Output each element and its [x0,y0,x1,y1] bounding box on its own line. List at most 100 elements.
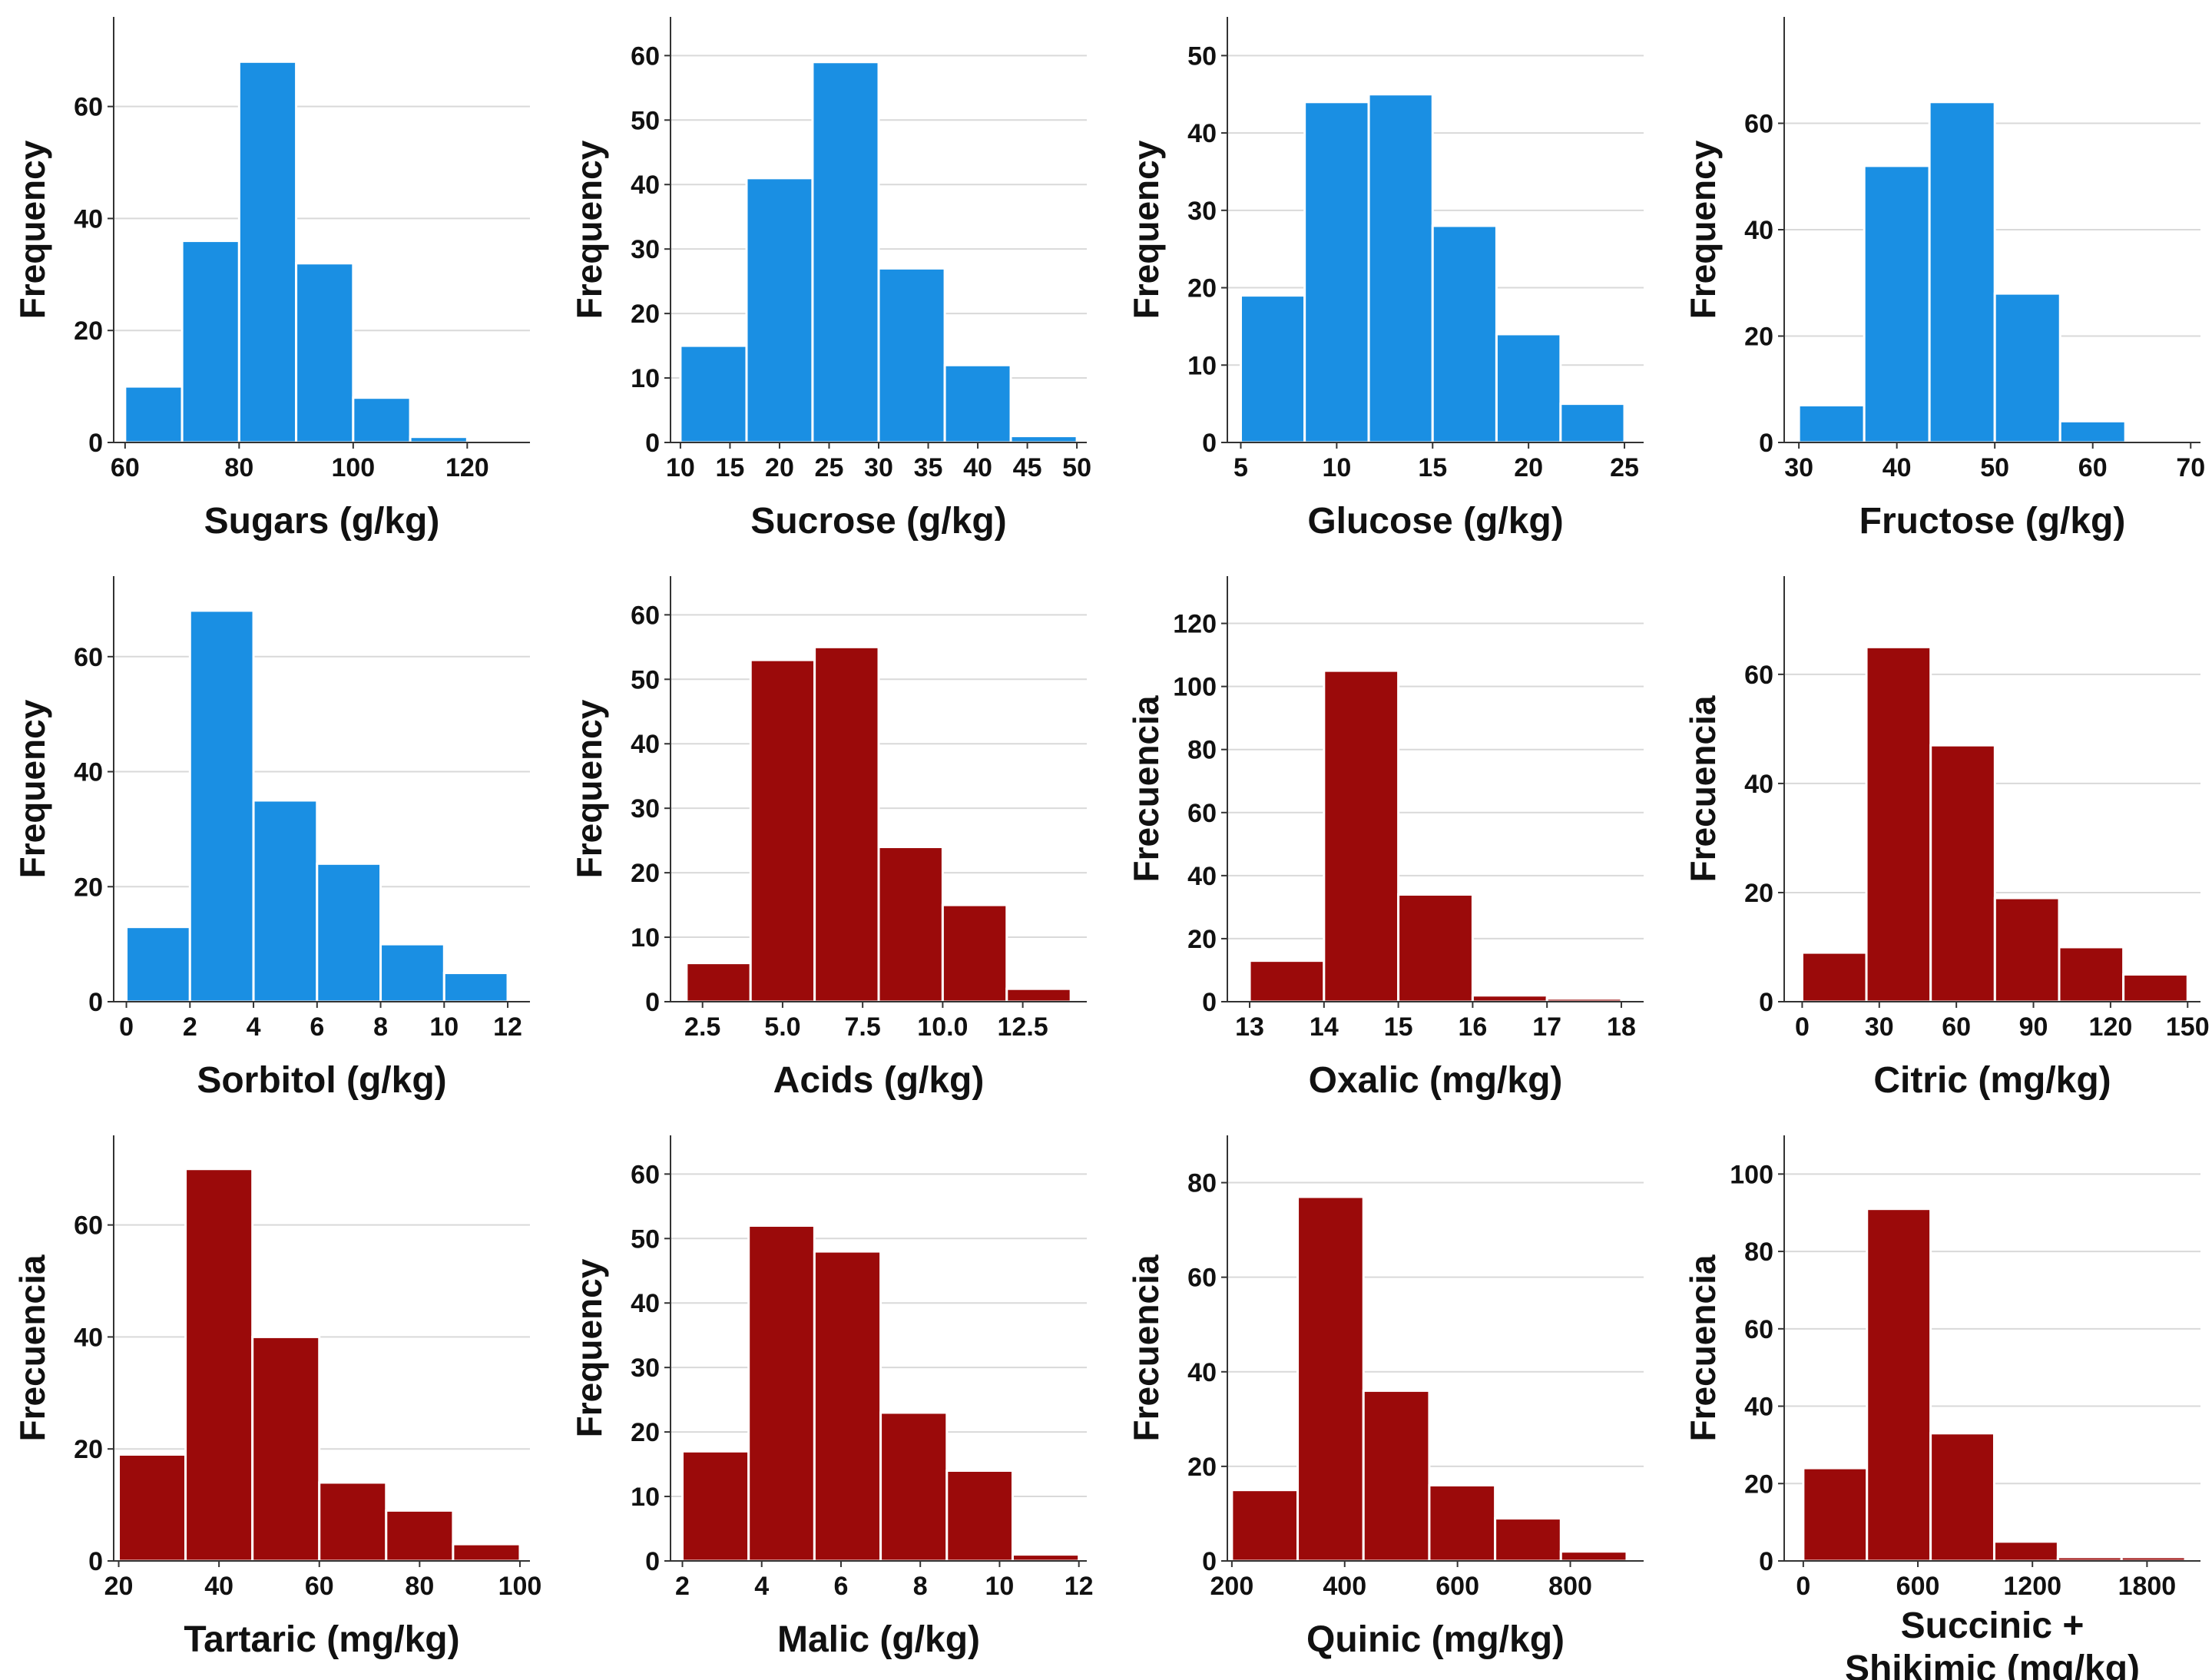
quinic-bar [1428,1484,1497,1562]
tartaric-bar [318,1481,388,1562]
glucose-y-tick-label: 20 [1187,274,1217,303]
succinic-bar [1866,1208,1932,1562]
glucose-bar [1239,294,1306,444]
citric-x-tick-label: 60 [1942,1012,1971,1042]
malic-x-tick-label: 6 [834,1572,849,1601]
histogram-glucose: 0 10 20 30 40 50 5 10 15 20 25 Glucose (g/kg) Freque… [1126,17,1644,542]
citric-x-tick-label: 30 [1865,1012,1894,1042]
sucrose-x-tick-label: 10 [666,453,695,482]
acids-bar [749,658,816,1003]
fructose-bar [1863,164,1931,444]
acids-y-tick-label: 20 [631,859,660,888]
oxalic-bar [1471,994,1548,1003]
sorbitol-y-tick-label: 20 [74,873,103,902]
glucose-x-tick-label: 15 [1418,453,1447,482]
sucrose-x-tick-label: 25 [815,453,844,482]
tartaric-y-axis-title: Frecuencia [12,1254,52,1441]
acids-y-tick-label: 60 [631,601,660,630]
acids-y-tick-label: 40 [631,730,660,759]
sucrose-x-tick-label: 15 [716,453,745,482]
succinic-x-tick-label: 600 [1896,1572,1940,1601]
sugars-x-tick-label: 60 [111,453,140,482]
malic-x-tick-label: 12 [1065,1572,1094,1601]
oxalic-x-tick-label: 17 [1532,1012,1561,1042]
citric-x-tick-label: 0 [1795,1012,1810,1042]
malic-y-tick-label: 50 [631,1224,660,1254]
succinic-y-tick-label: 80 [1744,1238,1773,1267]
glucose-y-tick-label: 50 [1187,41,1217,71]
sugars-bar [409,436,469,444]
succinic-x-tick-label: 1200 [2003,1572,2061,1601]
succinic-x-tick-label: 0 [1796,1572,1810,1601]
sucrose-x-tick-label: 45 [1013,453,1042,482]
tartaric-bar [452,1542,522,1562]
acids-y-tick-label: 50 [631,665,660,694]
glucose-bar [1431,224,1498,444]
fructose-x-tick-label: 40 [1883,453,1912,482]
glucose-bar [1495,333,1562,444]
oxalic-y-tick-label: 40 [1187,862,1217,891]
oxalic-x-tick-label: 14 [1310,1012,1339,1042]
sucrose-y-tick-label: 30 [631,235,660,264]
sucrose-y-tick-label: 0 [645,429,660,458]
succinic-y-tick-label: 60 [1744,1315,1773,1344]
glucose-x-tick-label: 20 [1514,453,1543,482]
acids-bar [1005,987,1072,1003]
oxalic-bar [1323,669,1400,1003]
malic-y-tick-label: 60 [631,1160,660,1189]
sorbitol-bar [379,943,445,1003]
sugars-bar [237,60,298,444]
succinic-y-tick-label: 0 [1759,1547,1773,1576]
sugars-x-axis-title: Sugars (g/kg) [204,501,440,542]
malic-bar [1011,1553,1081,1562]
fructose-x-tick-label: 70 [2176,453,2205,482]
oxalic-x-tick-label: 15 [1384,1012,1413,1042]
sucrose-bar [811,61,880,444]
fructose-bar [2058,419,2127,444]
fructose-y-tick-label: 20 [1744,323,1773,352]
succinic-bar [1802,1466,1869,1562]
tartaric-y-tick-label: 20 [74,1435,103,1464]
sucrose-bar [1009,435,1078,444]
sorbitol-x-tick-label: 2 [183,1012,197,1042]
citric-bar [1800,951,1868,1003]
citric-bar [1993,896,2061,1003]
sugars-bar [124,385,184,444]
succinic-y-axis-title: Frecuencia [1683,1254,1723,1441]
sucrose-x-tick-label: 20 [765,453,794,482]
malic-x-tick-label: 4 [754,1572,769,1601]
glucose-y-tick-label: 10 [1187,351,1217,380]
citric-y-axis-title: Frecuencia [1683,695,1723,882]
sorbitol-x-tick-label: 4 [247,1012,261,1042]
acids-y-tick-label: 30 [631,794,660,823]
quinic-bar [1494,1517,1562,1562]
histogram-sorbitol: 0 20 40 60 0 2 4 6 8 10 12 Sorbitol (g/kg) Frequency [12,576,530,1101]
fructose-x-tick-label: 60 [2078,453,2108,482]
sorbitol-x-tick-label: 8 [373,1012,388,1042]
sucrose-y-tick-label: 50 [631,106,660,135]
histogram-oxalic: 0 20 40 60 80 100 120 13 14 15 16 17 18 Oxalic (mg/kg… [1126,576,1644,1101]
quinic-y-tick-label: 20 [1187,1453,1217,1482]
acids-bar [813,645,880,1003]
citric-bar [2122,973,2189,1003]
sucrose-x-tick-label: 50 [1062,453,1091,482]
fructose-x-tick-label: 30 [1784,453,1813,482]
acids-bar [685,962,752,1003]
histogram-malic: 0 10 20 30 40 50 60 2 4 6 8 10 12 Malic (g/kg) Frequen… [569,1135,1094,1660]
acids-x-axis-title: Acids (g/kg) [773,1060,985,1101]
oxalic-x-tick-label: 13 [1235,1012,1264,1042]
sugars-bar [180,240,240,444]
fructose-bar [1993,292,2061,444]
citric-bar [1865,645,1932,1003]
sucrose-y-tick-label: 20 [631,300,660,329]
tartaric-bar [385,1509,455,1562]
succinic-bar [1992,1540,2059,1562]
sorbitol-x-tick-label: 12 [493,1012,522,1042]
tartaric-y-tick-label: 0 [88,1547,103,1576]
sorbitol-x-tick-label: 6 [310,1012,324,1042]
glucose-x-axis-title: Glucose (g/kg) [1307,501,1563,542]
glucose-y-tick-label: 40 [1187,119,1217,148]
tartaric-bar [251,1335,321,1562]
